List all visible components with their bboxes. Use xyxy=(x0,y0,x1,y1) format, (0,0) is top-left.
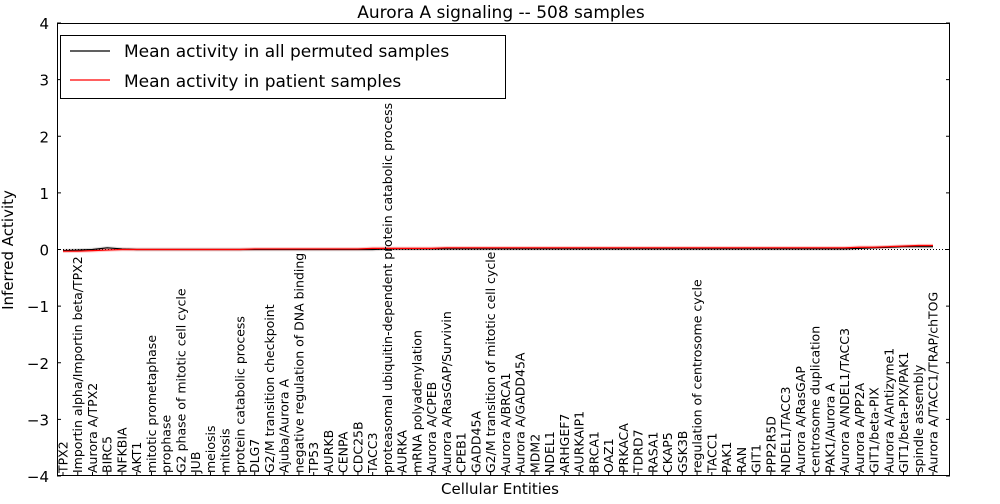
y-tick-label: −1 xyxy=(27,298,49,316)
x-tick-label: Ajuba/Aurora A xyxy=(277,378,292,473)
x-tick-label: Aurora A/Antizyme1 xyxy=(881,348,896,473)
x-tick-label: Aurora A/TACC1/TRAP/chTOG xyxy=(926,292,941,473)
x-tick-label: RASA1 xyxy=(645,432,660,473)
x-tick-label: negative regulation of DNA binding xyxy=(291,253,306,473)
x-tick-label: AKT1 xyxy=(129,442,144,473)
x-tick-label: CPEB1 xyxy=(454,432,469,473)
x-tick-label: PAK1 xyxy=(719,442,734,473)
x-tick-label: mitosis xyxy=(218,428,233,473)
y-tick-label: 0 xyxy=(39,242,49,260)
plot-frame xyxy=(57,23,950,476)
y-tick-label: 2 xyxy=(39,128,49,146)
x-tick-label: NDEL1 xyxy=(542,431,557,473)
x-tick-label: Aurora A/RasGAP xyxy=(793,366,808,473)
x-tick-label: GSK3B xyxy=(675,431,690,473)
x-tick-label: TACC3 xyxy=(365,433,380,474)
x-tick-label: Aurora A/PP2A xyxy=(852,382,867,473)
x-tick-label: Aurora A/RasGAP/Survivin xyxy=(439,311,454,473)
x-tick-label: GADD45A xyxy=(468,411,483,473)
x-tick-label: GIT1/beta-PIX/PAK1 xyxy=(896,352,911,473)
x-tick-label: RAN xyxy=(734,447,749,473)
x-tick-label: GIT1/beta-PIX xyxy=(867,387,882,473)
x-tick-label: GIT1 xyxy=(749,444,764,473)
x-tick-label: CENPA xyxy=(336,431,351,473)
y-tick-label: 1 xyxy=(39,185,49,203)
x-tick-label: OAZ1 xyxy=(601,438,616,473)
y-tick-label: 3 xyxy=(39,72,49,90)
x-tick-label: ARHGEF7 xyxy=(557,414,572,473)
x-tick-label: AURKB xyxy=(321,430,336,473)
y-tick-label: −4 xyxy=(27,468,49,486)
x-tick-label: meiosis xyxy=(203,426,218,474)
x-tick-label: TDRD7 xyxy=(631,429,646,474)
legend-box xyxy=(60,35,506,99)
legend: Mean activity in all permuted samples Me… xyxy=(60,35,506,99)
x-tick-label: regulation of centrosome cycle xyxy=(690,279,705,473)
x-tick-label: mRNA polyadenylation xyxy=(409,330,424,473)
x-tick-label: G2 phase of mitotic cell cycle xyxy=(173,288,188,473)
x-tick-label: Aurora A/GADD45A xyxy=(513,352,528,473)
series-line-1 xyxy=(63,244,933,252)
x-tick-label: AURKAIP1 xyxy=(572,411,587,473)
x-axis-label: Cellular Entities xyxy=(441,480,559,498)
x-tick-label: G2/M transition of mitotic cell cycle xyxy=(483,251,498,473)
x-tick-label: TPX2 xyxy=(56,441,71,474)
x-tick-label: G2/M transition checkpoint xyxy=(262,304,277,473)
y-tick-label: −3 xyxy=(27,411,49,429)
x-tick-label: MDM2 xyxy=(527,434,542,473)
y-tick-label: −2 xyxy=(27,355,49,373)
x-tick-label: PRKACA xyxy=(616,423,631,473)
x-tick-label: CDC25B xyxy=(350,421,365,473)
x-tick-label: NDEL1/TACC3 xyxy=(778,387,793,473)
x-tick-label: TACC1 xyxy=(704,433,719,474)
x-tick-label: spindle assembly xyxy=(911,364,926,473)
x-tick-label: TP53 xyxy=(306,442,321,474)
x-tick-label: prophase xyxy=(159,415,174,473)
x-tick-label: NFKBIA xyxy=(114,427,129,473)
x-tick-label: CKAP5 xyxy=(660,432,675,473)
chart-title: Aurora A signaling -- 508 samples xyxy=(357,3,645,23)
x-tick-label: protein catabolic process xyxy=(232,316,247,473)
legend-label-patient: Mean activity in patient samples xyxy=(124,72,401,92)
x-tick-label: proteasomal ubiquitin-dependent protein … xyxy=(380,103,395,473)
x-tick-label: DLG7 xyxy=(247,439,262,473)
y-axis-label: Inferred Activity xyxy=(0,190,17,310)
legend-label-permuted: Mean activity in all permuted samples xyxy=(124,42,449,62)
x-tick-label: Aurora A/BRCA1 xyxy=(498,373,513,473)
x-tick-label: AURKA xyxy=(395,430,410,473)
x-tick-label: Aurora A/NDEL1/TACC3 xyxy=(837,328,852,473)
x-tick-label: Aurora A/TPX2 xyxy=(85,383,100,473)
x-tick-label: Aurora A/CPEB xyxy=(424,382,439,473)
x-tick-label: BIRC5 xyxy=(100,436,115,473)
x-tick-label: Importin alpha/Importin beta/TPX2 xyxy=(70,256,85,473)
x-tick-label: centrosome duplication xyxy=(808,326,823,473)
x-tick-label: BRCA1 xyxy=(586,431,601,473)
y-tick-label: 4 xyxy=(39,15,49,33)
x-tick-label: PAK1/Aurora A xyxy=(822,383,837,473)
x-tick-label: PPP2R5D xyxy=(763,416,778,473)
x-tick-label: JUB xyxy=(188,452,203,474)
x-tick-label: mitotic prometaphase xyxy=(144,335,159,473)
